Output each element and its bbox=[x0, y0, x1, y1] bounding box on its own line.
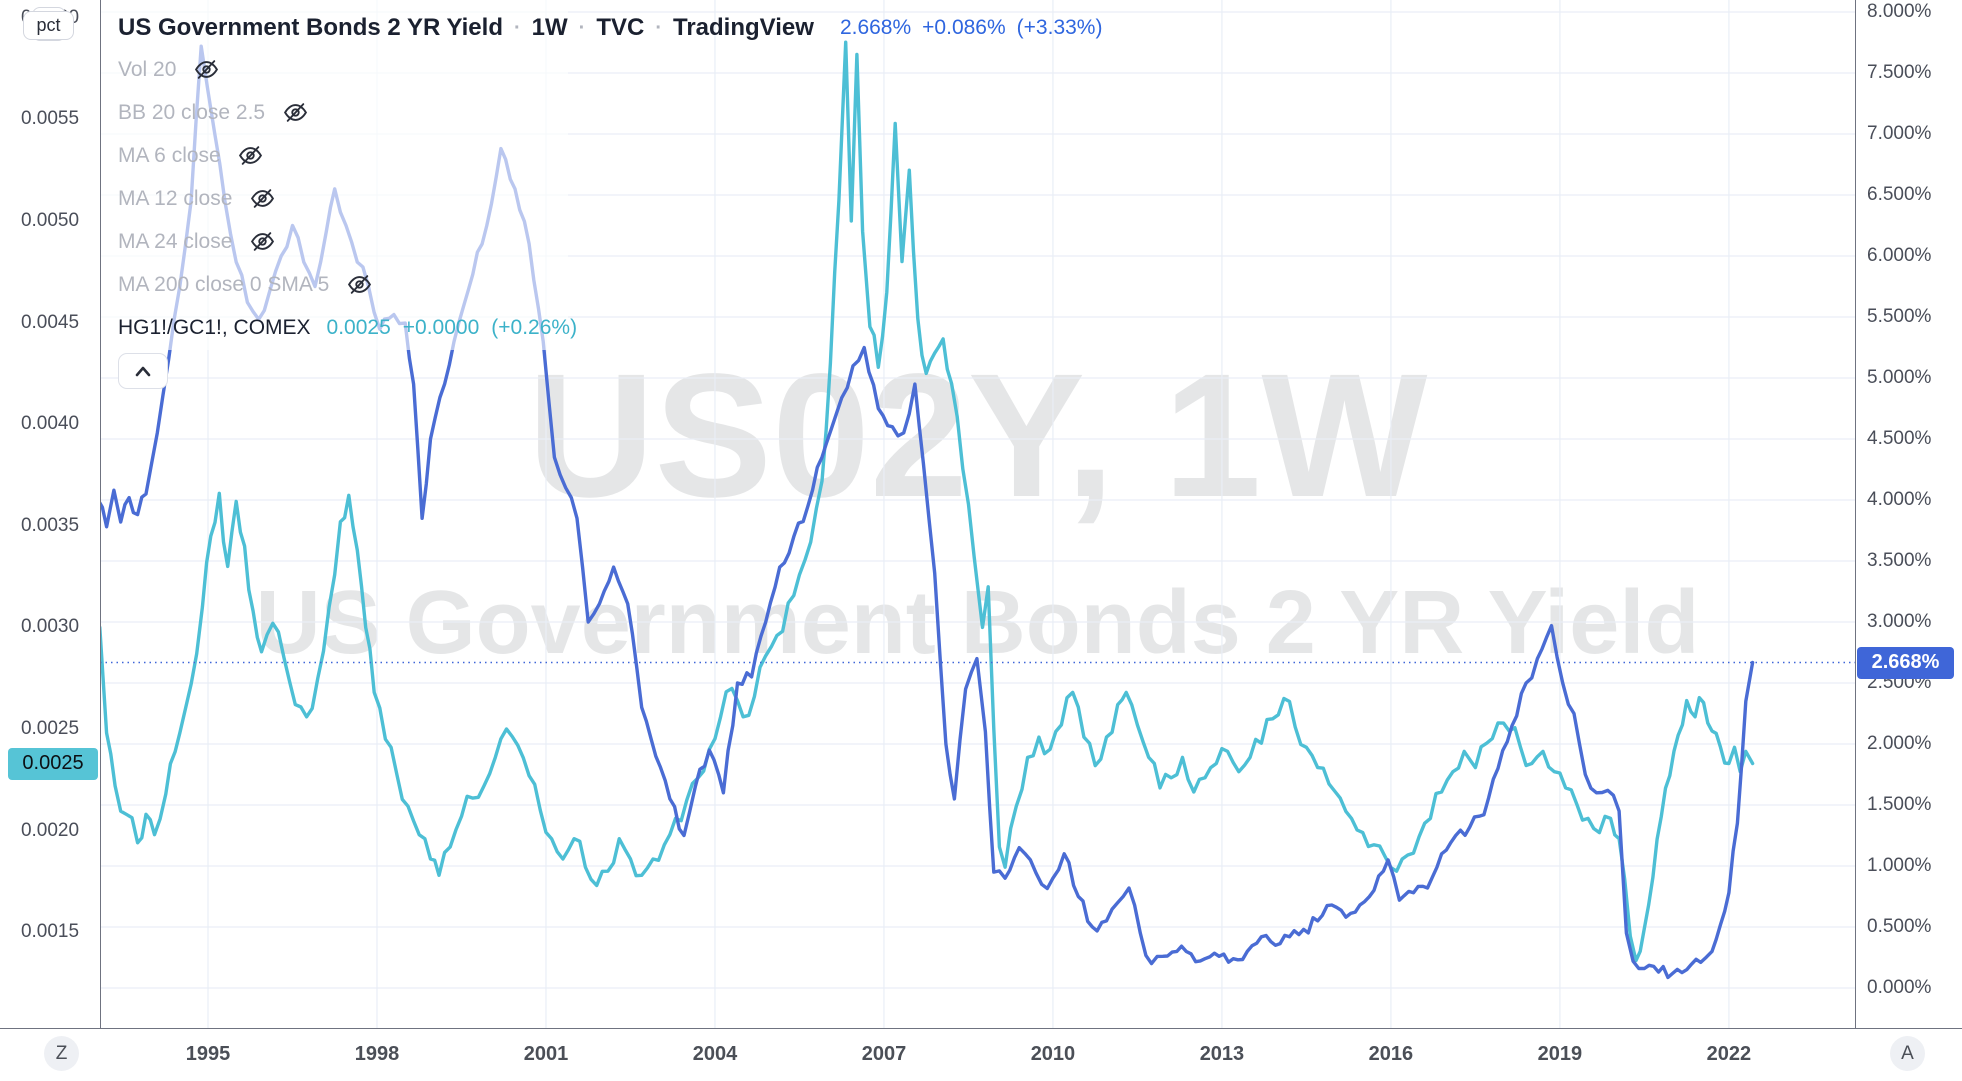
price-axis-label-left: 0.0015 bbox=[20, 921, 80, 943]
price-axis-label-right: 8.000% bbox=[1867, 1, 1932, 22]
indicator-visibility-toggle[interactable] bbox=[345, 271, 373, 299]
price-axis-label-left: 0.0020 bbox=[20, 819, 80, 841]
time-axis-label: 2010 bbox=[1030, 1043, 1076, 1065]
symbol-title-row: US Government Bonds 2 YR Yield · 1W · TVC · Tr… bbox=[118, 12, 1102, 44]
hidden-eye-icon bbox=[239, 146, 263, 165]
symbol-name-button[interactable]: US Government Bonds 2 YR Yield bbox=[118, 14, 503, 41]
overlay-symbol-row: HG1!/GC1!, COMEX 0.0025 +0.0000 (+0.26%) bbox=[118, 306, 577, 349]
indicator-row: MA 24 close bbox=[118, 220, 577, 263]
indicator-visibility-toggle[interactable] bbox=[248, 228, 276, 256]
price-axis-label-right: 3.000% bbox=[1867, 611, 1932, 632]
price-axis-label-right: 7.000% bbox=[1867, 123, 1932, 144]
indicator-visibility-toggle[interactable] bbox=[248, 185, 276, 213]
price-axis-left[interactable]: 0.00600.00550.00500.00450.00400.00350.00… bbox=[0, 0, 101, 1028]
time-axis-label: 2001 bbox=[523, 1043, 569, 1065]
indicator-title[interactable]: BB 20 close 2.5 bbox=[118, 100, 266, 124]
price-axis-label-left: 0.0025 bbox=[20, 718, 80, 739]
time-axis[interactable]: 1995 1998 2001 2004 2007 2010 2013 2016 2019 2022 bbox=[0, 1028, 1962, 1081]
title-separator-dot: · bbox=[578, 16, 586, 39]
price-axis-label-left: 0.0030 bbox=[20, 616, 80, 638]
price-axis-right[interactable]: 8.000% 7.500% 7.000% 6.500% 6.000% 5.500% 5.00… bbox=[1855, 0, 1962, 1028]
indicator-title[interactable]: MA 12 close bbox=[118, 186, 233, 210]
timezone-button[interactable]: Z bbox=[44, 1036, 79, 1071]
price-axis-label-left: 0.0035 bbox=[20, 514, 80, 536]
price-axis-label-right: 5.500% bbox=[1867, 306, 1932, 327]
price-axis-label-right: 6.000% bbox=[1867, 245, 1932, 266]
hidden-eye-icon bbox=[283, 103, 307, 122]
quote-change: +0.086% bbox=[922, 16, 1006, 39]
indicator-visibility-toggle[interactable] bbox=[237, 142, 265, 170]
overlay-symbol-title[interactable]: HG1!/GC1!, COMEX bbox=[118, 315, 311, 339]
last-price-tag-hg1gc1[interactable]: 0.0025 bbox=[8, 747, 98, 780]
indicator-row: MA 6 close bbox=[118, 134, 577, 177]
overlay-last: 0.0025 bbox=[326, 315, 391, 339]
price-axis-label-right: 1.500% bbox=[1867, 794, 1932, 815]
indicator-row: MA 200 close 0 SMA 5 bbox=[118, 263, 577, 306]
indicator-visibility-toggle[interactable] bbox=[192, 56, 220, 84]
price-axis-label-right: 6.500% bbox=[1867, 184, 1932, 205]
title-separator-dot: · bbox=[513, 16, 521, 39]
title-separator-dot: · bbox=[655, 16, 662, 39]
time-axis-label: 1998 bbox=[354, 1043, 400, 1065]
auto-scale-button[interactable]: A bbox=[1890, 1036, 1925, 1071]
hidden-eye-icon bbox=[194, 60, 218, 79]
price-axis-label-right: 4.000% bbox=[1867, 489, 1932, 510]
indicator-title[interactable]: Vol 20 bbox=[118, 57, 177, 81]
overlay-change-pct: (+0.26%) bbox=[491, 315, 578, 339]
indicator-legend: Vol 20 BB 20 close 2.5 MA 6 close MA 12 clo… bbox=[118, 48, 577, 349]
price-axis-label-right: 2.000% bbox=[1867, 733, 1932, 754]
time-axis-label: 1995 bbox=[185, 1043, 231, 1065]
price-axis-label-left: 0.0045 bbox=[20, 311, 80, 333]
indicator-row: MA 12 close bbox=[118, 177, 577, 220]
exchange-label: TVC bbox=[596, 14, 645, 41]
price-axis-label-right: 0.500% bbox=[1867, 916, 1932, 937]
price-axis-label-right: 5.000% bbox=[1867, 367, 1932, 388]
symbol-quote: 2.668% +0.086% (+3.33%) bbox=[840, 16, 1103, 40]
right-axis-unit-button[interactable]: pct bbox=[23, 11, 74, 40]
price-axis-label-left: 0.0040 bbox=[20, 413, 80, 435]
indicator-visibility-toggle[interactable] bbox=[281, 99, 309, 127]
hidden-eye-icon bbox=[347, 275, 371, 294]
interval-button[interactable]: 1W bbox=[531, 14, 568, 41]
time-axis-label: 2013 bbox=[1199, 1043, 1245, 1065]
overlay-symbol-values: 0.0025 +0.0000 (+0.26%) bbox=[327, 316, 578, 340]
time-axis-label: 2022 bbox=[1706, 1043, 1752, 1065]
legend-collapse-button[interactable] bbox=[118, 353, 168, 389]
price-axis-label-right: 3.500% bbox=[1867, 550, 1932, 571]
price-axis-label-right: 0.000% bbox=[1867, 977, 1932, 998]
price-axis-label-left: 0.0050 bbox=[20, 210, 80, 231]
time-axis-label: 2004 bbox=[692, 1043, 738, 1065]
grid-lines bbox=[100, 0, 1855, 1028]
overlay-change: +0.0000 bbox=[402, 315, 480, 339]
indicator-title[interactable]: MA 24 close bbox=[118, 229, 233, 253]
indicator-row: BB 20 close 2.5 bbox=[118, 91, 577, 134]
chevron-up-icon bbox=[135, 366, 151, 377]
hidden-eye-icon bbox=[250, 232, 274, 251]
price-axis-label-right: 1.000% bbox=[1867, 855, 1932, 876]
time-axis-label: 2019 bbox=[1537, 1043, 1583, 1065]
series-line-hg1-gc1[interactable] bbox=[100, 40, 1755, 963]
price-axis-label-left: 0.0055 bbox=[20, 108, 80, 130]
indicator-row: Vol 20 bbox=[118, 48, 577, 91]
price-axis-label-right: 7.500% bbox=[1867, 62, 1932, 83]
time-axis-label: 2016 bbox=[1368, 1043, 1414, 1065]
time-axis-label: 2007 bbox=[861, 1043, 907, 1065]
legend-backdrop bbox=[100, 0, 568, 350]
provider-label: TradingView bbox=[673, 14, 814, 41]
price-axis-label-right: 4.500% bbox=[1867, 428, 1932, 449]
quote-change-pct: (+3.33%) bbox=[1016, 16, 1103, 39]
hidden-eye-icon bbox=[250, 189, 274, 208]
indicator-title[interactable]: MA 200 close 0 SMA 5 bbox=[118, 272, 330, 296]
quote-last: 2.668% bbox=[839, 16, 912, 39]
indicator-title[interactable]: MA 6 close bbox=[118, 143, 221, 167]
last-price-tag-us02y[interactable]: 2.668% bbox=[1857, 646, 1954, 679]
